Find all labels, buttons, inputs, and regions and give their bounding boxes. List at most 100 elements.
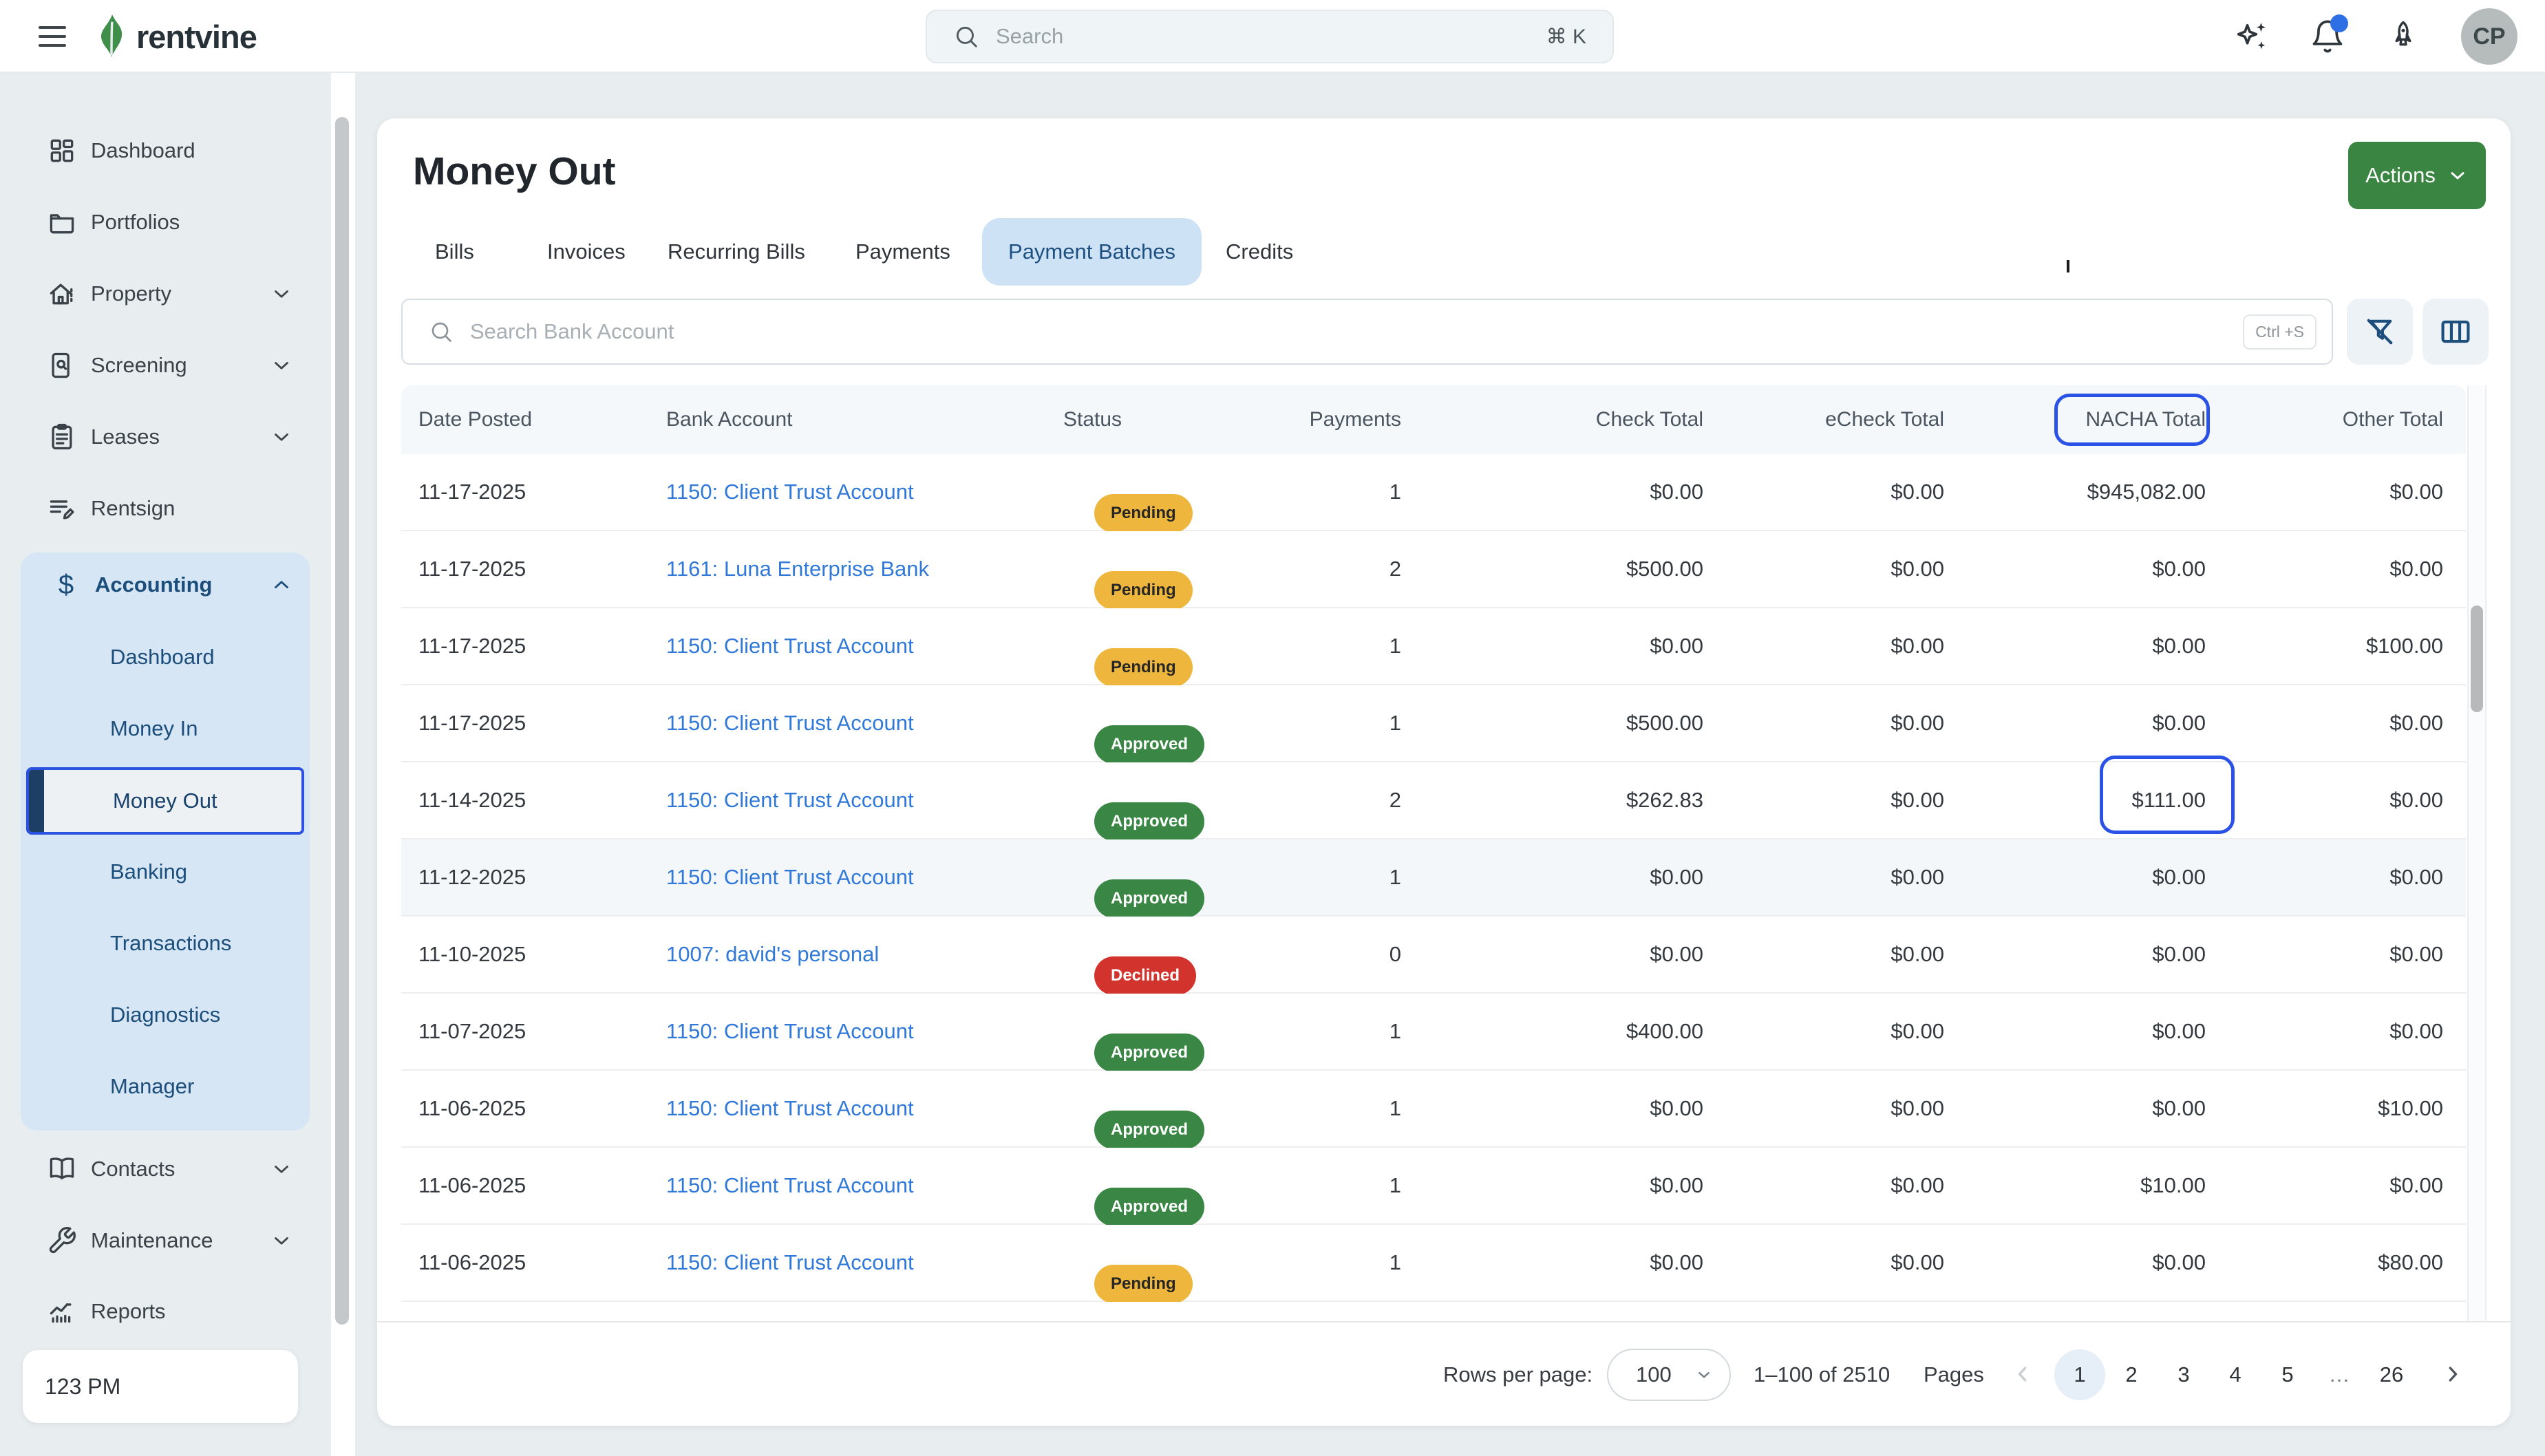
cell-payments: 1 (1195, 1225, 1401, 1300)
tab-recurring-bills[interactable]: Recurring Bills (668, 218, 805, 286)
column-header-echeck-total[interactable]: eCheck Total (1738, 385, 1944, 454)
page-number-26[interactable]: 26 (2366, 1349, 2417, 1400)
cell-other-total: $0.00 (2237, 531, 2443, 607)
search-icon (953, 23, 979, 50)
cell-other-total: $0.00 (2237, 994, 2443, 1069)
dollar-icon: $ (51, 570, 81, 600)
cell-payments: 1 (1195, 994, 1401, 1069)
table-row[interactable]: 11-17-2025 1150: Client Trust Account Ap… (401, 685, 2466, 762)
table-row[interactable]: 11-06-2025 1150: Client Trust Account Ap… (401, 1071, 2466, 1148)
table-row[interactable]: 11-06-2025 1150: Client Trust Account Ap… (401, 1148, 2466, 1225)
sidebar-item-maintenance[interactable]: Maintenance (21, 1205, 310, 1276)
table-row[interactable]: 11-07-2025 1150: Client Trust Account Ap… (401, 994, 2466, 1071)
ai-sparkles-icon[interactable] (2234, 19, 2270, 54)
top-bar: rentvine Search ⌘ K CP (0, 0, 2545, 73)
cell-check-total: $0.00 (1497, 1225, 1703, 1300)
sidebar-scrollbar-thumb[interactable] (335, 117, 349, 1325)
column-header-check-total[interactable]: Check Total (1497, 385, 1703, 454)
table-row[interactable]: 11-10-2025 1007: david's personal Declin… (401, 917, 2466, 994)
actions-button[interactable]: Actions (2348, 142, 2486, 209)
table-row[interactable]: 11-17-2025 1150: Client Trust Account Pe… (401, 454, 2466, 531)
global-search-input[interactable]: Search ⌘ K (926, 10, 1614, 63)
sidebar-item-dashboard[interactable]: Dashboard (21, 115, 310, 186)
sidebar-item-reports[interactable]: Reports (21, 1276, 310, 1347)
cell-bank-account-link[interactable]: 1150: Client Trust Account (666, 685, 914, 761)
table-scrollbar-thumb[interactable] (2471, 606, 2483, 712)
tab-payment-batches[interactable]: Payment Batches (982, 218, 1202, 286)
cell-bank-account-link[interactable]: 1150: Client Trust Account (666, 762, 914, 838)
chevron-down-icon (270, 282, 293, 306)
column-header-status[interactable]: Status (1063, 385, 1122, 454)
cell-echeck-total: $0.00 (1738, 839, 1944, 915)
sidebar-item-accounting-dashboard[interactable]: Dashboard (21, 621, 310, 693)
user-avatar[interactable]: CP (2461, 8, 2517, 65)
sidebar-item-manager[interactable]: Manager (21, 1051, 310, 1122)
cell-bank-account-link[interactable]: 1150: Client Trust Account (666, 1071, 914, 1146)
previous-page-button[interactable] (1997, 1349, 2048, 1400)
cell-date-posted: 11-06-2025 (418, 1148, 526, 1223)
column-header-bank-account[interactable]: Bank Account (666, 385, 792, 454)
column-header-date-posted[interactable]: Date Posted (418, 385, 532, 454)
manage-columns-button[interactable] (2422, 299, 2489, 365)
sidebar-item-contacts[interactable]: Contacts (21, 1133, 310, 1205)
cell-payments: 2 (1195, 762, 1401, 838)
page-number-3[interactable]: 3 (2158, 1349, 2209, 1400)
cell-nacha-total: $0.00 (1999, 994, 2206, 1069)
tab-credits[interactable]: Credits (1226, 218, 1293, 286)
sidebar-item-rentsign[interactable]: Rentsign (21, 473, 310, 544)
menu-hamburger-icon[interactable] (39, 25, 69, 48)
page-number-1[interactable]: 1 (2054, 1349, 2105, 1400)
page-number-4[interactable]: 4 (2210, 1349, 2261, 1400)
table-row[interactable]: 11-06-2025 1150: Client Trust Account Ap… (401, 1302, 2466, 1323)
rentvine-logo[interactable]: rentvine (94, 8, 257, 65)
cell-echeck-total: $0.00 (1738, 1302, 1944, 1323)
avatar-initials: CP (2473, 23, 2505, 50)
next-page-button[interactable] (2427, 1349, 2478, 1400)
cell-bank-account-link[interactable]: 1150: Client Trust Account (666, 454, 914, 530)
cell-bank-account-link[interactable]: 1150: Client Trust Account (666, 994, 914, 1069)
sidebar-item-money-out[interactable]: Money Out (26, 767, 304, 835)
page-number-2[interactable]: 2 (2106, 1349, 2157, 1400)
bank-account-search-input[interactable]: Search Bank Account Ctrl +S (401, 299, 2333, 365)
cell-bank-account-link[interactable]: 1007: david's personal (666, 917, 879, 992)
cell-bank-account-link[interactable]: 1150: Client Trust Account (666, 839, 914, 915)
table-row[interactable]: 11-17-2025 1161: Luna Enterprise Bank Pe… (401, 531, 2466, 608)
page-number-5[interactable]: 5 (2262, 1349, 2313, 1400)
status-badge: Approved (1094, 725, 1204, 764)
clear-filters-button[interactable] (2347, 299, 2413, 365)
sidebar-item-diagnostics[interactable]: Diagnostics (21, 979, 310, 1051)
column-header-other-total[interactable]: Other Total (2237, 385, 2443, 454)
tab-payments[interactable]: Payments (855, 218, 950, 286)
sidebar-item-property[interactable]: Property (21, 258, 310, 330)
rows-per-page-select[interactable]: 100 (1607, 1349, 1731, 1401)
whats-new-rocket-icon[interactable] (2385, 19, 2421, 54)
sidebar-item-transactions[interactable]: Transactions (21, 908, 310, 979)
cell-date-posted: 11-10-2025 (418, 917, 526, 992)
cell-bank-account-link[interactable]: 1150: Client Trust Account (666, 608, 914, 684)
columns-icon (2438, 314, 2473, 350)
chevron-down-icon (270, 425, 293, 449)
table-row[interactable]: 11-17-2025 1150: Client Trust Account Pe… (401, 608, 2466, 685)
tab-invoices[interactable]: Invoices (547, 218, 626, 286)
column-header-nacha-total[interactable]: NACHA Total (1999, 385, 2206, 454)
table-row[interactable]: 11-06-2025 1150: Client Trust Account Pe… (401, 1225, 2466, 1302)
clock-widget[interactable]: 123 PM (23, 1350, 298, 1423)
tab-bills[interactable]: Bills (435, 218, 474, 286)
sidebar-item-money-in[interactable]: Money In (21, 693, 310, 764)
column-header-payments[interactable]: Payments (1195, 385, 1401, 454)
cell-bank-account-link[interactable]: 1161: Luna Enterprise Bank (666, 531, 929, 607)
sidebar-item-leases[interactable]: Leases (21, 401, 310, 473)
cell-bank-account-link[interactable]: 1150: Client Trust Account (666, 1225, 914, 1300)
sidebar-item-accounting[interactable]: $ Accounting (21, 553, 310, 617)
table-row[interactable]: 11-14-2025 1150: Client Trust Account Ap… (401, 762, 2466, 839)
cell-bank-account-link[interactable]: 1150: Client Trust Account (666, 1148, 914, 1223)
table-row[interactable]: 11-12-2025 1150: Client Trust Account Ap… (401, 839, 2466, 917)
notification-dot (2330, 14, 2348, 32)
cell-nacha-total: $0.00 (1999, 685, 2206, 761)
cell-nacha-total: $0.00 (1999, 917, 2206, 992)
sidebar-item-banking[interactable]: Banking (21, 836, 310, 908)
notifications-bell-icon[interactable] (2310, 19, 2345, 54)
sidebar-item-screening[interactable]: Screening (21, 330, 310, 401)
cell-bank-account-link[interactable]: 1150: Client Trust Account (666, 1302, 914, 1323)
sidebar-item-portfolios[interactable]: Portfolios (21, 186, 310, 258)
